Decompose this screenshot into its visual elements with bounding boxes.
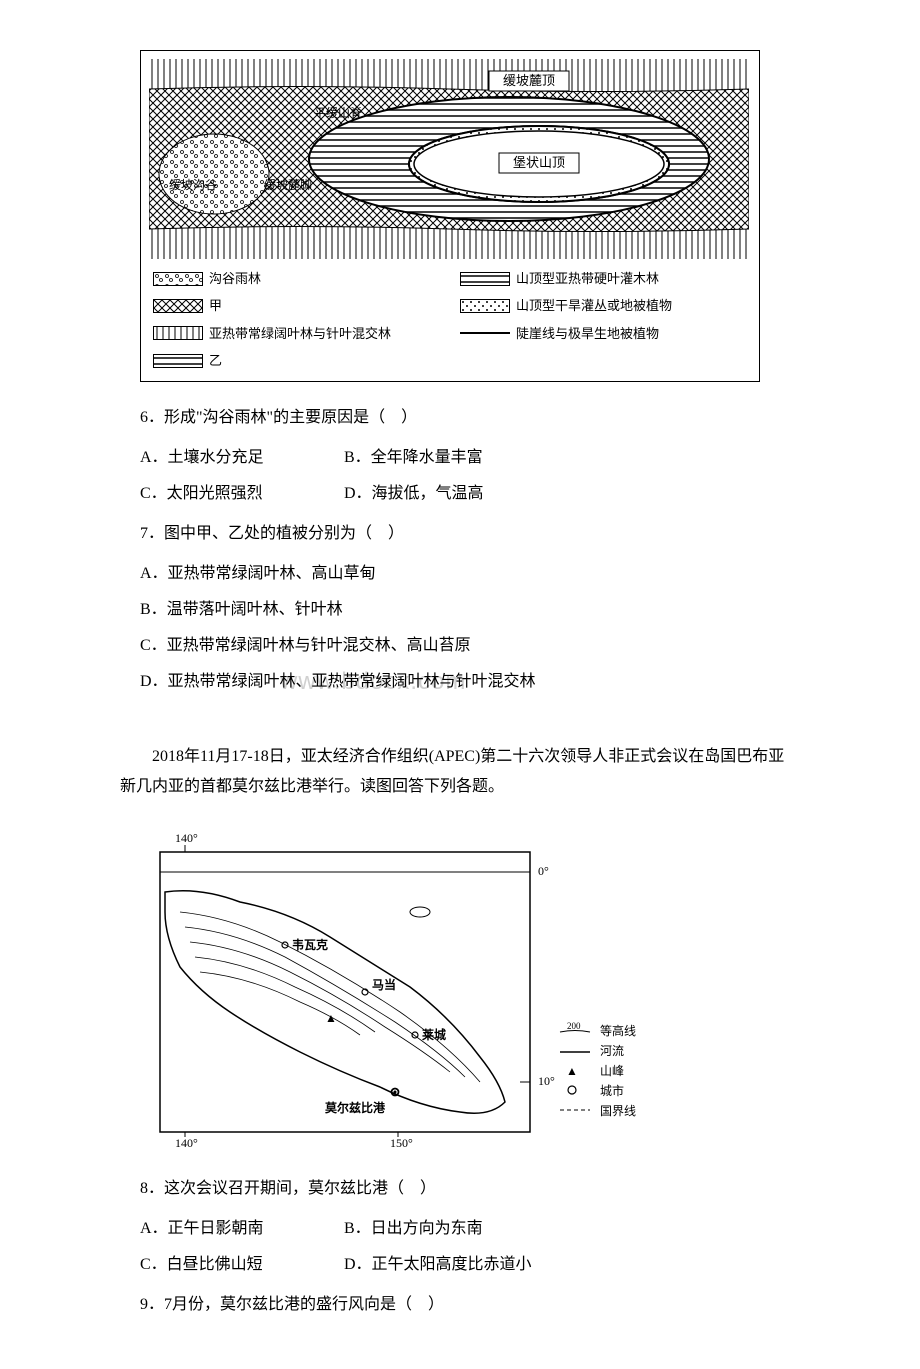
city-wewak: 韦瓦克 bbox=[292, 937, 328, 952]
q8-stem: 8．这次会议召开期间，莫尔兹比港（ ） bbox=[140, 1173, 840, 1205]
label-lat10: 10° bbox=[538, 1074, 555, 1088]
legend-jia-label: 甲 bbox=[209, 294, 222, 317]
q8-option-c: C．白昼比佛山短 bbox=[140, 1249, 340, 1281]
legend-valley-rainforest-label: 沟谷雨林 bbox=[209, 267, 261, 290]
q6-options-ab: A．土壤水分充足 B．全年降水量丰富 bbox=[140, 442, 840, 474]
q8-options-ab: A．正午日影朝南 B．日出方向为东南 bbox=[140, 1213, 840, 1245]
q9-stem: 9．7月份，莫尔兹比港的盛行风向是（ ） bbox=[140, 1289, 840, 1321]
legend-jia: 甲 bbox=[153, 294, 440, 317]
q6-option-c: C．太阳光照强烈 bbox=[140, 478, 340, 510]
q7-option-d: D．亚热带常绿阔叶林、亚热带常绿阔叶林与针叶混交林 bbox=[140, 666, 840, 698]
q6-option-d: D．海拔低，气温高 bbox=[344, 478, 484, 510]
label-lon140-top: 140° bbox=[175, 831, 198, 845]
legend-contour-val: 200 bbox=[567, 1021, 581, 1031]
figure-1-container: 缓坡麓顶 平缓山脊 缓坡沟谷 缓坡麓脚 堡状山顶 沟谷雨林 山顶型亚热带硬叶灌木… bbox=[140, 50, 760, 382]
q7-option-b: B．温带落叶阔叶林、针叶林 bbox=[140, 594, 840, 626]
legend-peak: 山峰 bbox=[600, 1064, 624, 1078]
label-lon150-bottom: 150° bbox=[390, 1136, 413, 1147]
label-slope-foot: 缓坡麓脚 bbox=[264, 177, 312, 192]
svg-text:▲: ▲ bbox=[325, 1011, 337, 1025]
legend-subtropical-conifer: 亚热带常绿阔叶林与针叶混交林 bbox=[153, 322, 440, 345]
legend-cliff-dry-label: 陡崖线与极旱生地被植物 bbox=[516, 322, 659, 345]
figure-2-container: 0° 10° 140° 140° 150° 韦瓦克 马当 莱城 莫尔兹比港 ▲ bbox=[140, 817, 680, 1158]
legend-peak-hardleaf: 山顶型亚热带硬叶灌木林 bbox=[460, 267, 747, 290]
legend-border: 国界线 bbox=[600, 1104, 636, 1118]
label-lat0: 0° bbox=[538, 864, 549, 878]
legend-yi: 乙 bbox=[153, 349, 440, 372]
q7-option-c: C．亚热带常绿阔叶林与针叶混交林、高山苔原 bbox=[140, 630, 840, 662]
city-lae: 莱城 bbox=[422, 1027, 446, 1042]
legend-river: 河流 bbox=[600, 1044, 624, 1058]
q6-option-b: B．全年降水量丰富 bbox=[344, 442, 483, 474]
q7-stem: 7．图中甲、乙处的植被分别为（ ） bbox=[140, 518, 840, 550]
label-castle-top: 堡状山顶 bbox=[513, 155, 565, 170]
legend-city: 城市 bbox=[600, 1083, 624, 1098]
figure-1-legend: 沟谷雨林 山顶型亚热带硬叶灌木林 甲 山顶型干旱灌丛或地被植物 亚热带常绿阔叶林… bbox=[149, 259, 751, 373]
q8-option-b: B．日出方向为东南 bbox=[344, 1213, 483, 1245]
legend-peak-symbol: ▲ bbox=[566, 1064, 578, 1078]
label-gentle-hill: 平缓山脊 bbox=[314, 106, 362, 120]
passage-2: 2018年11月17-18日，亚太经济合作组织(APEC)第二十六次领导人非正式… bbox=[120, 742, 800, 803]
legend-contour: 等高线 bbox=[600, 1023, 636, 1038]
q8-options-cd: C．白昼比佛山短 D．正午太阳高度比赤道小 bbox=[140, 1249, 840, 1281]
legend-peak-dry-shrub: 山顶型干旱灌丛或地被植物 bbox=[460, 294, 747, 317]
q6-option-a: A．土壤水分充足 bbox=[140, 442, 340, 474]
city-port-moresby: 莫尔兹比港 bbox=[325, 1100, 386, 1115]
legend-peak-hardleaf-label: 山顶型亚热带硬叶灌木林 bbox=[516, 267, 659, 290]
legend-cliff-dry: 陡崖线与极旱生地被植物 bbox=[460, 322, 747, 345]
q7-option-a: A．亚热带常绿阔叶林、高山草甸 bbox=[140, 558, 840, 590]
label-slope-valley: 缓坡沟谷 bbox=[169, 178, 217, 192]
legend-peak-dry-shrub-label: 山顶型干旱灌丛或地被植物 bbox=[516, 294, 672, 317]
legend-subtropical-conifer-label: 亚热带常绿阔叶林与针叶混交林 bbox=[209, 322, 391, 345]
legend-yi-label: 乙 bbox=[209, 349, 222, 372]
legend-valley-rainforest: 沟谷雨林 bbox=[153, 267, 440, 290]
q8-option-a: A．正午日影朝南 bbox=[140, 1213, 340, 1245]
label-gentle-ridge: 缓坡麓顶 bbox=[503, 73, 555, 88]
q6-stem: 6．形成"沟谷雨林"的主要原因是（ ） bbox=[140, 402, 840, 434]
label-lon140-bottom: 140° bbox=[175, 1136, 198, 1147]
figure-1-diagram: 缓坡麓顶 平缓山脊 缓坡沟谷 缓坡麓脚 堡状山顶 bbox=[149, 59, 751, 259]
q8-option-d: D．正午太阳高度比赤道小 bbox=[344, 1249, 532, 1281]
city-madang: 马当 bbox=[372, 977, 396, 992]
q6-options-cd: C．太阳光照强烈 D．海拔低，气温高 bbox=[140, 478, 840, 510]
